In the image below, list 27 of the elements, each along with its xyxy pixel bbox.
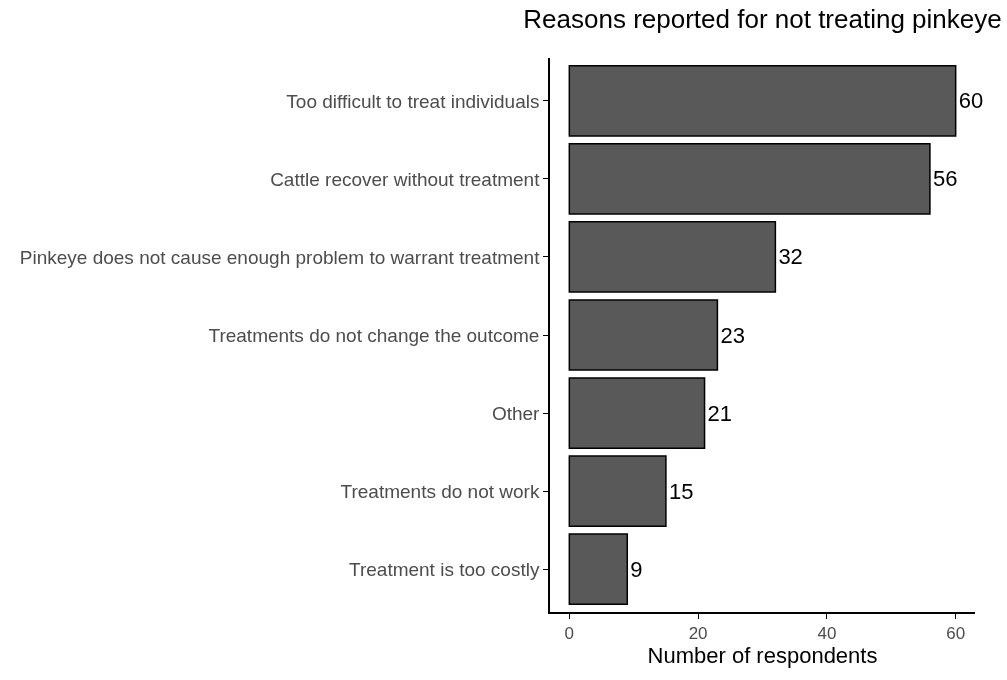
y-tick-label: Pinkeye does not cause enough problem to warrant treatment	[19, 246, 541, 268]
x-axis-title: Number of respondents	[647, 643, 878, 669]
data-label: 21	[707, 400, 733, 426]
chart-title: Reasons reported for not treating pinkeye	[523, 4, 1002, 35]
x-tick-label: 20	[688, 624, 708, 644]
y-tick-label: Too difficult to treat individuals	[286, 90, 540, 112]
data-label: 60	[958, 88, 984, 114]
x-tick-label: 40	[817, 624, 837, 644]
y-tick-label: Treatments do not change the outcome	[208, 324, 540, 346]
bar	[568, 299, 719, 371]
x-tick-label: 60	[946, 624, 966, 644]
y-tick-label: Other	[491, 402, 541, 424]
data-label: 56	[932, 166, 958, 192]
bar	[568, 533, 629, 605]
bar	[568, 377, 706, 449]
y-tick-label: Cattle recover without treatment	[270, 168, 541, 190]
x-tick-label: 0	[564, 624, 575, 644]
bar	[568, 65, 957, 137]
data-label: 9	[630, 556, 643, 582]
data-label: 15	[668, 478, 694, 504]
bar	[568, 143, 931, 215]
data-label: 32	[778, 244, 803, 270]
bar	[568, 455, 667, 527]
y-tick-label: Treatments do not work	[340, 480, 540, 502]
bar	[568, 221, 777, 293]
y-tick-label: Treatment is too costly	[349, 558, 540, 580]
data-label: 23	[720, 322, 745, 348]
